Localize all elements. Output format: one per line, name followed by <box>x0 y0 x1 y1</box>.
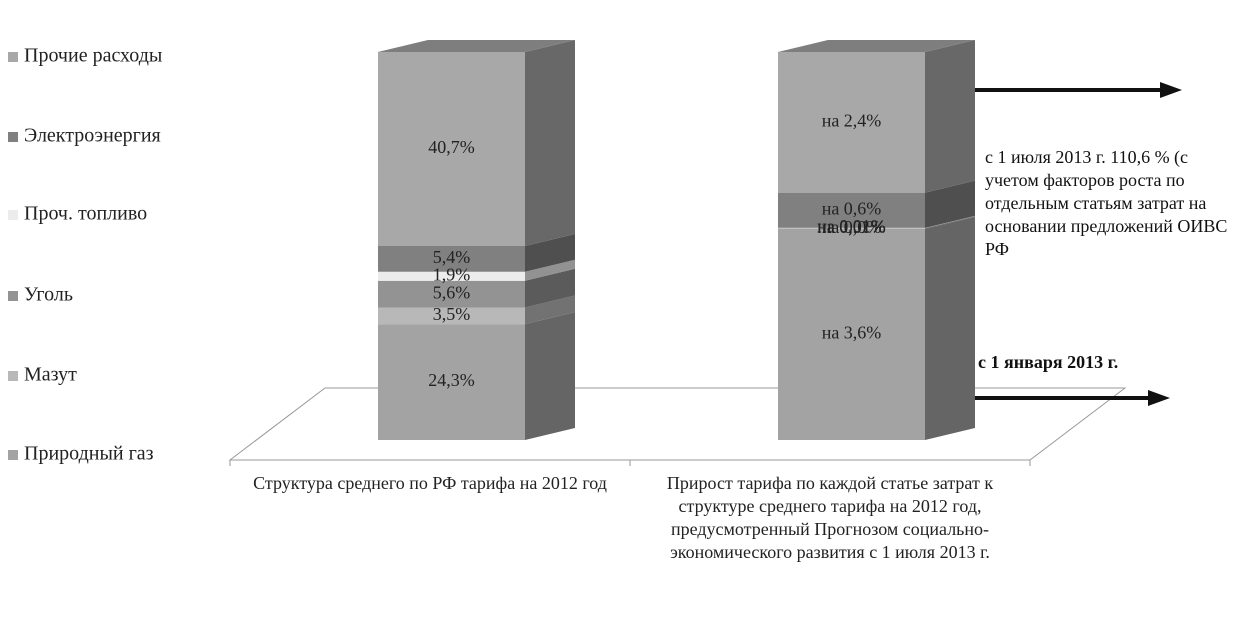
value-label: на 2,4% <box>822 110 882 130</box>
bar-front <box>778 228 925 230</box>
bar-segment <box>378 40 575 246</box>
bar-side <box>925 40 975 193</box>
bar-front <box>778 227 925 229</box>
bar-segment <box>778 40 975 193</box>
value-label: 5,6% <box>433 282 471 302</box>
bar-segment <box>378 312 575 440</box>
bar-front <box>378 52 525 246</box>
legend-label: Проч. топливо <box>24 203 147 225</box>
value-label: 40,7% <box>428 137 475 157</box>
value-label: на 0,01% <box>817 216 886 236</box>
legend-label: Электроэнергия <box>24 125 161 147</box>
bar-side <box>525 234 575 272</box>
bar-side <box>925 215 975 229</box>
value-label: на 0,6% <box>822 198 882 218</box>
bar-side <box>525 295 575 325</box>
legend-swatch <box>8 450 18 460</box>
bar-front <box>378 280 525 308</box>
bar-segment <box>378 259 575 281</box>
bar-segment <box>778 216 975 230</box>
bar-front <box>778 52 925 193</box>
legend-label: Уголь <box>24 284 73 306</box>
annotation: с 1 июля 2013 г. 110,6 % (с учетом факто… <box>985 147 1228 259</box>
legend-swatch <box>8 132 18 142</box>
bar-front <box>378 246 525 272</box>
bar-segment <box>778 217 975 440</box>
bar-front <box>378 324 525 440</box>
bar-front <box>378 271 525 281</box>
bar-top <box>378 40 575 52</box>
legend-swatch <box>8 52 18 62</box>
bar-segment <box>378 268 575 308</box>
value-label: 1,9% <box>433 264 471 284</box>
value-label: на 0,01% <box>817 217 886 237</box>
value-label: на 3,6% <box>822 323 882 343</box>
x-tick-label: Прирост тарифа по каждой статье затрат к… <box>666 473 994 562</box>
bar-side <box>925 180 975 228</box>
value-label: на 0,0% <box>822 217 882 237</box>
bar-side <box>525 40 575 246</box>
value-label: 3,5% <box>433 304 471 324</box>
bar-side <box>525 259 575 281</box>
value-label: 5,4% <box>433 247 471 267</box>
x-tick-label: Структура среднего по РФ тарифа на 2012 … <box>253 473 607 493</box>
legend-swatch <box>8 371 18 381</box>
legend-label: Прочие расходы <box>24 45 162 67</box>
legend-swatch <box>8 291 18 301</box>
legend-swatch <box>8 210 18 220</box>
legend-label: Природный газ <box>24 443 154 465</box>
bar-front <box>778 192 925 228</box>
bar-side <box>525 268 575 308</box>
value-label: 24,3% <box>428 370 475 390</box>
bar-side <box>925 217 975 440</box>
legend-label: Мазут <box>24 364 77 386</box>
bar-segment <box>378 295 575 325</box>
annotation: с 1 января 2013 г. <box>978 352 1119 372</box>
bar-front <box>778 229 925 440</box>
bar-segment <box>778 180 975 228</box>
bar-front <box>378 307 525 325</box>
bar-top <box>778 40 975 52</box>
bar-side <box>925 216 975 230</box>
bar-side <box>525 312 575 440</box>
bar-segment <box>378 234 575 272</box>
bar-segment <box>778 215 975 229</box>
